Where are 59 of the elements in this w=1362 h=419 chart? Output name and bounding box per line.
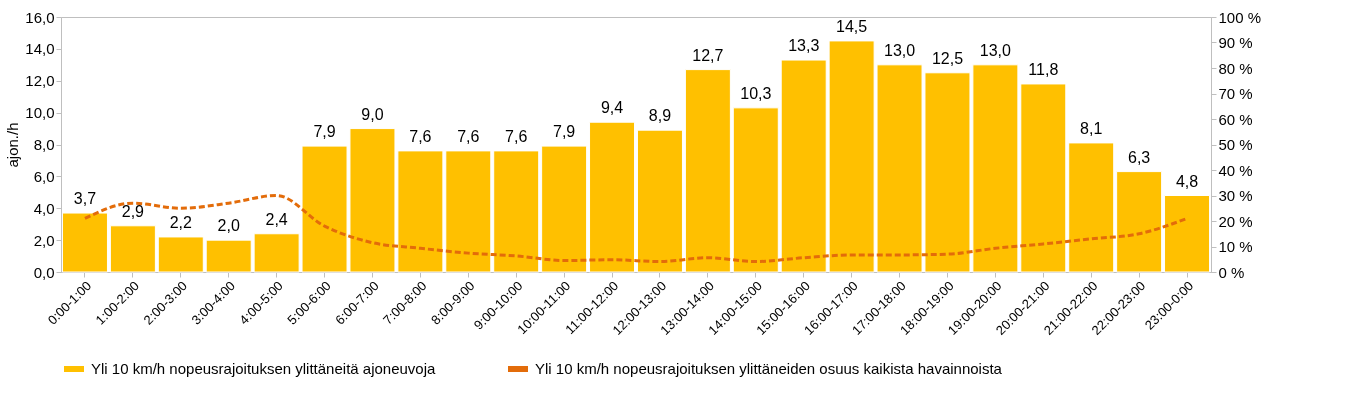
data-label: 10,3: [740, 84, 772, 102]
bar: [1116, 171, 1163, 273]
data-label: 9,0: [361, 105, 384, 123]
y-tick-label: 16,0: [25, 8, 55, 26]
data-label: 2,0: [217, 217, 240, 235]
y-tick-label: 4,0: [33, 199, 55, 217]
y2-tick-label: 30 %: [1218, 187, 1253, 204]
y2-tick-label: 90 %: [1218, 34, 1253, 51]
y2-tick-label: 10 %: [1218, 238, 1253, 255]
y2-tick-label: 100 %: [1218, 8, 1262, 26]
data-label: 2,9: [121, 202, 145, 220]
data-label: 8,1: [1080, 119, 1103, 137]
data-label: 2,2: [169, 213, 193, 231]
y-tick-label: 12,0: [25, 72, 55, 90]
data-label: 7,6: [505, 127, 528, 145]
data-label: 7,6: [409, 127, 432, 145]
legend-label: Yli 10 km/h nopeusrajoituksen ylittäneiden osuus kaikista havainnoista: [535, 360, 1003, 377]
data-label: 8,9: [648, 107, 672, 125]
data-label: 6,3: [1128, 148, 1151, 166]
data-label: 14,5: [836, 17, 868, 35]
bar: [732, 107, 779, 273]
data-label: 7,6: [457, 127, 480, 145]
y-tick-label: 6,0: [33, 167, 55, 185]
data-label: 12,7: [692, 46, 724, 64]
data-label: 11,8: [1028, 60, 1059, 78]
y2-tick-label: 0 %: [1218, 263, 1245, 281]
y2-tick-label: 40 %: [1218, 161, 1253, 179]
bar: [1164, 195, 1211, 273]
data-label: 9,4: [600, 99, 624, 117]
data-label: 7,9: [313, 123, 336, 141]
bar: [636, 129, 683, 273]
data-label: 7,9: [553, 123, 576, 141]
y2-tick-label: 80 %: [1218, 59, 1253, 77]
bar: [157, 236, 204, 273]
data-label: 3,7: [73, 190, 97, 208]
y2-tick-label: 20 %: [1218, 212, 1253, 230]
data-label: 13,0: [979, 41, 1012, 59]
bar: [109, 225, 156, 273]
y-tick-label: 10,0: [25, 104, 55, 122]
data-label: 4,8: [1175, 172, 1199, 190]
data-label: 13,3: [788, 37, 820, 55]
y-tick-label: 14,0: [25, 40, 55, 58]
legend-label: Yli 10 km/h nopeusrajoituksen ylittäneitä ajoneuvoja: [91, 360, 437, 377]
y2-tick-label: 50 %: [1218, 136, 1253, 153]
y-tick-label: 8,0: [33, 136, 55, 153]
data-label: 13,0: [883, 41, 916, 59]
y2-tick-label: 70 %: [1218, 85, 1253, 102]
data-label: 12,5: [931, 49, 964, 67]
y2-tick-label: 60 %: [1218, 110, 1253, 128]
y-tick-label: 0,0: [33, 263, 55, 281]
bar: [61, 212, 108, 273]
bar: [684, 69, 731, 273]
data-label: 2,4: [265, 210, 288, 228]
bar: [541, 145, 588, 273]
bar: [1068, 142, 1115, 273]
bar: [589, 121, 636, 273]
y-tick-label: 2,0: [33, 231, 55, 249]
bar: [493, 150, 540, 273]
y-axis-title: ajon./h: [4, 122, 22, 168]
